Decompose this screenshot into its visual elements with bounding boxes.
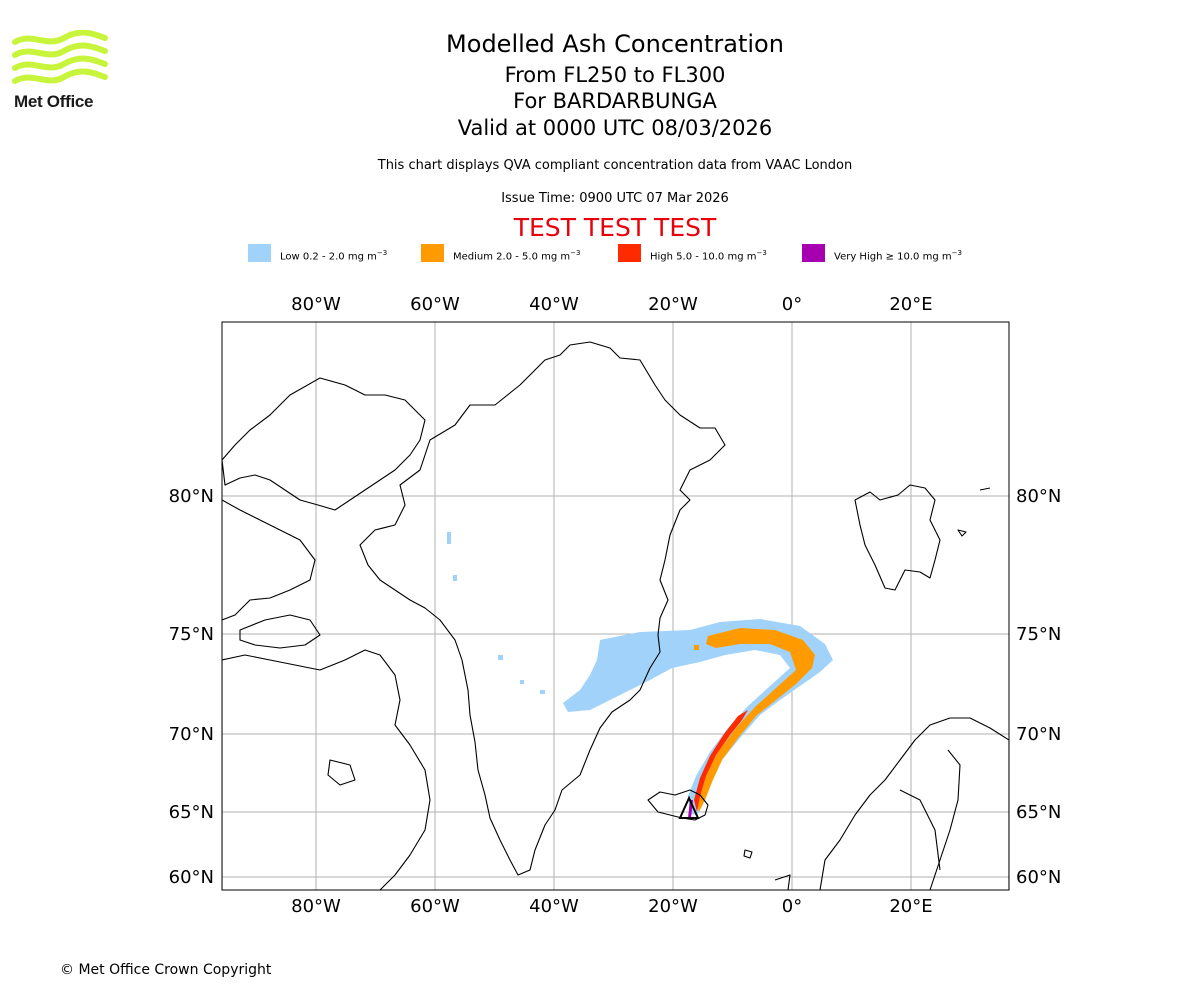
copyright-notice: © Met Office Crown Copyright xyxy=(60,962,272,978)
lon-label-bottom-0: 0° xyxy=(782,896,802,917)
lat-label-left-60n: 60°N xyxy=(169,867,214,888)
lat-label-right-65n: 65°N xyxy=(1016,802,1061,823)
greenland-coast xyxy=(359,341,726,876)
flight-levels: From FL250 to FL300 xyxy=(504,63,726,87)
test-banner: TEST TEST TEST xyxy=(513,213,717,242)
lat-label-left-65n: 65°N xyxy=(169,802,214,823)
legend-swatch-very-high xyxy=(802,244,825,262)
coastlines xyxy=(222,341,1009,890)
lon-label-top-0: 0° xyxy=(782,294,802,315)
lat-label-right-60n: 60°N xyxy=(1016,867,1061,888)
longitude-labels-top: 80°W 60°W 40°W 20°W 0° 20°E xyxy=(291,294,932,315)
lon-label-bottom-20w: 20°W xyxy=(648,896,698,917)
chart-title: Modelled Ash Concentration xyxy=(446,30,784,58)
map-border xyxy=(221,321,1010,891)
lon-label-top-80w: 80°W xyxy=(291,294,341,315)
issue-time: Issue Time: 0900 UTC 07 Mar 2026 xyxy=(501,191,729,206)
lat-label-left-70n: 70°N xyxy=(169,724,214,745)
lon-label-bottom-40w: 40°W xyxy=(529,896,579,917)
lon-label-bottom-80w: 80°W xyxy=(291,896,341,917)
scandinavia-coast xyxy=(819,717,1009,890)
ash-medium-region xyxy=(694,628,815,812)
svalbard-coast xyxy=(854,484,941,591)
legend-item-high: High 5.0 - 10.0 mg m−3 xyxy=(618,244,767,264)
iceland-coast xyxy=(647,789,709,821)
lon-label-top-20w: 20°W xyxy=(648,294,698,315)
lat-label-left-80n: 80°N xyxy=(169,486,214,507)
map-background xyxy=(222,322,1009,890)
lat-label-right-75n: 75°N xyxy=(1016,624,1061,645)
valid-time: Valid at 0000 UTC 08/03/2026 xyxy=(457,116,773,140)
lon-label-bottom-20e: 20°E xyxy=(889,896,932,917)
canadian-arctic-coast xyxy=(222,377,426,511)
lon-label-top-40w: 40°W xyxy=(529,294,579,315)
logo-wordmark: Met Office xyxy=(14,92,94,111)
met-office-logo-icon xyxy=(12,30,108,84)
legend-item-low: Low 0.2 - 2.0 mg m−3 xyxy=(248,244,387,264)
lat-label-right-80n: 80°N xyxy=(1016,486,1061,507)
chart-description: This chart displays QVA compliant concen… xyxy=(377,158,853,173)
legend-item-medium: Medium 2.0 - 5.0 mg m−3 xyxy=(421,244,580,264)
longitude-labels-bottom: 80°W 60°W 40°W 20°W 0° 20°E xyxy=(291,896,932,917)
lon-label-bottom-60w: 60°W xyxy=(410,896,460,917)
lat-label-right-70n: 70°N xyxy=(1016,724,1061,745)
ash-low-region xyxy=(447,532,833,815)
latitude-labels-right: 80°N 75°N 70°N 65°N 60°N xyxy=(1016,486,1061,888)
volcano-name: For BARDARBUNGA xyxy=(513,89,717,113)
legend-swatch-high xyxy=(618,244,641,262)
legend-item-very-high: Very High ≥ 10.0 mg m−3 xyxy=(802,244,962,264)
legend-swatch-medium xyxy=(421,244,444,262)
lat-label-left-75n: 75°N xyxy=(169,624,214,645)
lon-label-top-20e: 20°E xyxy=(889,294,932,315)
latitude-labels-left: 80°N 75°N 70°N 65°N 60°N xyxy=(169,486,214,888)
triangle-icon xyxy=(678,795,700,819)
lon-label-top-60w: 60°W xyxy=(410,294,460,315)
legend-swatch-low xyxy=(248,244,271,262)
